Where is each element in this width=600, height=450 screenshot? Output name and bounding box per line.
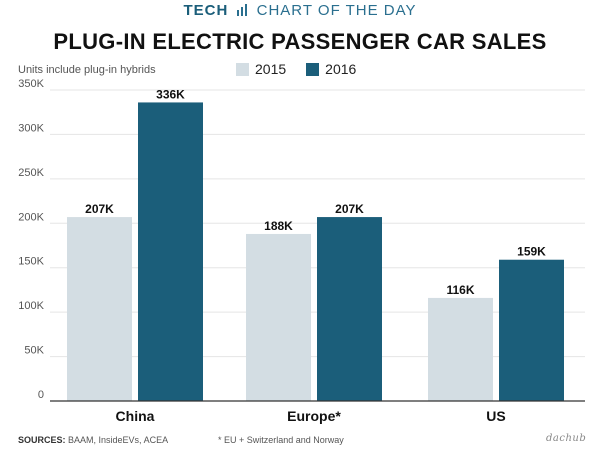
y-tick-label: 150K	[18, 256, 44, 268]
y-tick-label: 350K	[18, 78, 44, 90]
sources-label: SOURCES:	[18, 435, 66, 445]
data-label: 116K	[446, 283, 474, 297]
legend-label-2016: 2016	[325, 61, 357, 77]
brand-logo: dachub	[546, 433, 587, 444]
y-tick-label: 250K	[18, 167, 44, 179]
y-tick-label: 50K	[24, 345, 44, 357]
chart-of-the-day-label: CHART OF THE DAY	[256, 2, 417, 19]
legend: 2015 2016	[236, 61, 376, 77]
data-label: 207K	[85, 202, 114, 216]
legend-item-2016: 2016	[306, 61, 356, 77]
footnote: * EU + Switzerland and Norway	[218, 435, 344, 445]
y-tick-label: 300K	[18, 122, 44, 134]
legend-swatch-2015	[236, 62, 249, 76]
legend-label-2015: 2015	[255, 61, 287, 77]
bar	[317, 217, 382, 401]
x-tick-label: Europe*	[287, 408, 341, 424]
chart-subtitle: Units include plug-in hybrids	[18, 64, 156, 76]
legend-swatch-2016	[306, 62, 320, 76]
data-label: 188K	[264, 219, 293, 233]
bar	[138, 102, 203, 401]
data-label: 207K	[335, 202, 364, 216]
data-label: 336K	[156, 87, 185, 101]
bar-chart-icon	[237, 4, 248, 16]
chart-header: TECH CHART OF THE DAY	[0, 0, 600, 22]
sources: SOURCES: BAAM, InsideEVs, ACEA	[18, 435, 168, 445]
y-tick-label: 200K	[18, 211, 44, 223]
bar	[67, 217, 132, 401]
legend-item-2015: 2015	[236, 61, 286, 77]
bar	[428, 297, 493, 401]
y-tick-label: 100K	[18, 300, 44, 312]
data-label: 159K	[517, 245, 546, 259]
x-tick-label: China	[116, 408, 155, 424]
x-tick-label: US	[486, 408, 505, 424]
bar	[246, 233, 311, 401]
chart-title: PLUG-IN ELECTRIC PASSENGER CAR SALES	[53, 29, 547, 54]
sources-text: BAAM, InsideEVs, ACEA	[68, 435, 169, 445]
y-tick-label: 0	[38, 389, 44, 401]
section-label: TECH	[183, 2, 229, 19]
bar	[499, 259, 564, 401]
